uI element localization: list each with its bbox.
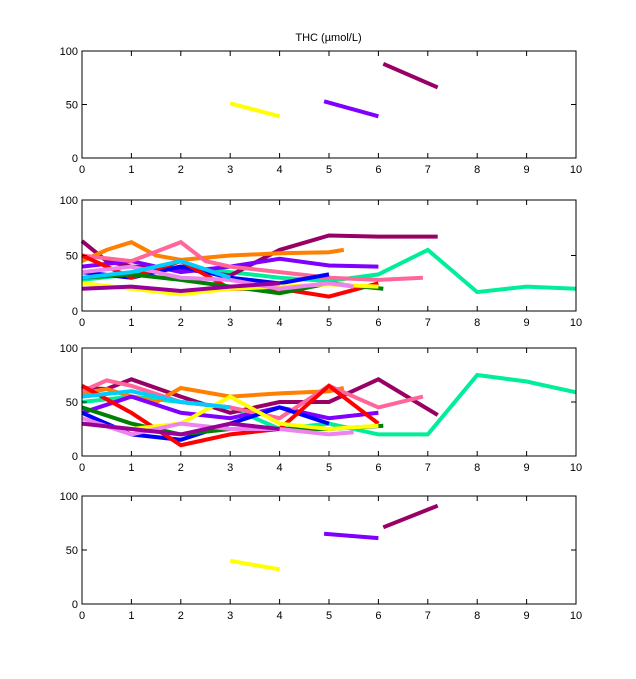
series-line-2 bbox=[81, 377, 439, 417]
x-tick-label: 4 bbox=[277, 610, 283, 622]
series-line-12 bbox=[81, 259, 231, 280]
series-line-11 bbox=[81, 281, 280, 294]
y-tick-label: 50 bbox=[66, 100, 78, 112]
y-tick-label: 50 bbox=[66, 545, 78, 557]
x-tick-label: 7 bbox=[425, 462, 431, 474]
x-tick-label: 9 bbox=[524, 462, 530, 474]
x-tick-label: 3 bbox=[227, 164, 233, 176]
plot-frame bbox=[81, 495, 577, 605]
x-tick-label: 1 bbox=[128, 317, 134, 329]
x-tick-label: 0 bbox=[79, 164, 85, 176]
x-tick-label: 7 bbox=[425, 610, 431, 622]
x-tick-label: 1 bbox=[128, 462, 134, 474]
x-tick-label: 3 bbox=[227, 317, 233, 329]
x-tick-label: 4 bbox=[277, 164, 283, 176]
x-tick-label: 4 bbox=[277, 317, 283, 329]
y-tick-label: 50 bbox=[66, 397, 78, 409]
x-tick-label: 8 bbox=[474, 317, 480, 329]
x-tick-label: 0 bbox=[79, 317, 85, 329]
series-line-10 bbox=[81, 264, 354, 291]
x-tick-label: 7 bbox=[425, 317, 431, 329]
x-tick-label: 10 bbox=[570, 610, 582, 622]
series-line-1 bbox=[229, 558, 280, 572]
x-tick-label: 1 bbox=[128, 164, 134, 176]
x-tick-label: 2 bbox=[178, 610, 184, 622]
x-tick-label: 9 bbox=[524, 610, 530, 622]
x-tick-label: 6 bbox=[375, 610, 381, 622]
y-tick-label: 100 bbox=[60, 46, 78, 58]
y-tick-label: 0 bbox=[72, 306, 78, 318]
x-tick-label: 10 bbox=[570, 317, 582, 329]
series-line-1 bbox=[229, 101, 281, 119]
x-tick-label: 0 bbox=[79, 610, 85, 622]
series-line-3 bbox=[382, 61, 439, 90]
x-tick-label: 3 bbox=[227, 610, 233, 622]
y-tick-label: 0 bbox=[72, 451, 78, 463]
series-line-12 bbox=[81, 389, 231, 410]
x-tick-label: 2 bbox=[178, 462, 184, 474]
y-tick-label: 0 bbox=[72, 153, 78, 165]
x-tick-label: 9 bbox=[524, 317, 530, 329]
x-tick-label: 3 bbox=[227, 462, 233, 474]
series-line-4 bbox=[81, 394, 379, 421]
x-tick-label: 5 bbox=[326, 610, 332, 622]
x-tick-label: 8 bbox=[474, 164, 480, 176]
x-tick-label: 10 bbox=[570, 164, 582, 176]
x-tick-label: 5 bbox=[326, 462, 332, 474]
x-tick-label: 7 bbox=[425, 164, 431, 176]
x-tick-label: 9 bbox=[524, 164, 530, 176]
y-tick-label: 100 bbox=[60, 491, 78, 503]
series-line-10 bbox=[81, 416, 354, 437]
series-line-5 bbox=[81, 239, 423, 282]
x-tick-label: 6 bbox=[375, 462, 381, 474]
x-tick-label: 8 bbox=[474, 462, 480, 474]
x-tick-label: 6 bbox=[375, 317, 381, 329]
x-tick-label: 5 bbox=[326, 317, 332, 329]
figure-title: THC (µmol/L) bbox=[295, 32, 361, 44]
x-tick-label: 6 bbox=[375, 164, 381, 176]
series-line-7 bbox=[81, 383, 380, 448]
x-tick-label: 8 bbox=[474, 610, 480, 622]
series-line-2 bbox=[323, 531, 379, 541]
series-line-3 bbox=[382, 503, 439, 530]
x-tick-label: 4 bbox=[277, 462, 283, 474]
x-tick-label: 2 bbox=[178, 317, 184, 329]
series-line-11 bbox=[81, 421, 280, 437]
y-tick-label: 0 bbox=[72, 599, 78, 611]
y-tick-label: 100 bbox=[60, 343, 78, 355]
x-tick-label: 2 bbox=[178, 164, 184, 176]
series-line-2 bbox=[323, 99, 379, 119]
x-tick-label: 5 bbox=[326, 164, 332, 176]
x-tick-label: 0 bbox=[79, 462, 85, 474]
x-tick-label: 10 bbox=[570, 462, 582, 474]
y-tick-label: 50 bbox=[66, 251, 78, 263]
y-tick-label: 100 bbox=[60, 195, 78, 207]
x-tick-label: 1 bbox=[128, 610, 134, 622]
